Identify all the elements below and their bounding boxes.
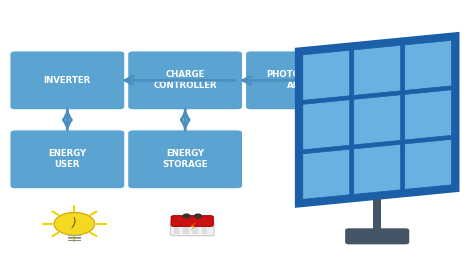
Polygon shape xyxy=(354,95,401,145)
Text: PHOTOVOLTAIC
ARRAY: PHOTOVOLTAIC ARRAY xyxy=(266,70,339,90)
Polygon shape xyxy=(405,139,452,189)
Bar xyxy=(68,236,81,238)
Text: CHARGE
CONTROLLER: CHARGE CONTROLLER xyxy=(154,70,217,90)
Bar xyxy=(173,225,179,234)
Text: INVERTER: INVERTER xyxy=(44,76,91,85)
FancyBboxPatch shape xyxy=(171,220,214,236)
Polygon shape xyxy=(354,144,401,194)
Polygon shape xyxy=(303,149,350,199)
Bar xyxy=(68,240,81,241)
FancyBboxPatch shape xyxy=(171,216,213,226)
FancyBboxPatch shape xyxy=(128,130,243,189)
Bar xyxy=(68,238,81,239)
Text: ⚡: ⚡ xyxy=(188,223,196,233)
FancyBboxPatch shape xyxy=(10,51,125,110)
Bar xyxy=(68,235,81,236)
Polygon shape xyxy=(354,45,401,95)
Text: ): ) xyxy=(72,217,77,230)
Polygon shape xyxy=(405,40,452,90)
Text: ENERGY
USER: ENERGY USER xyxy=(48,149,86,169)
Text: ENERGY
STORAGE: ENERGY STORAGE xyxy=(163,149,208,169)
FancyBboxPatch shape xyxy=(345,228,409,244)
Circle shape xyxy=(183,214,190,218)
Bar xyxy=(183,225,189,234)
Circle shape xyxy=(194,214,201,218)
FancyBboxPatch shape xyxy=(373,199,382,230)
Polygon shape xyxy=(303,50,350,100)
FancyBboxPatch shape xyxy=(128,51,243,110)
FancyBboxPatch shape xyxy=(246,51,360,110)
Polygon shape xyxy=(303,100,350,150)
Polygon shape xyxy=(296,33,458,207)
Polygon shape xyxy=(405,90,452,140)
Circle shape xyxy=(54,213,95,235)
Bar xyxy=(192,225,198,234)
Bar xyxy=(201,225,207,234)
FancyBboxPatch shape xyxy=(10,130,125,189)
